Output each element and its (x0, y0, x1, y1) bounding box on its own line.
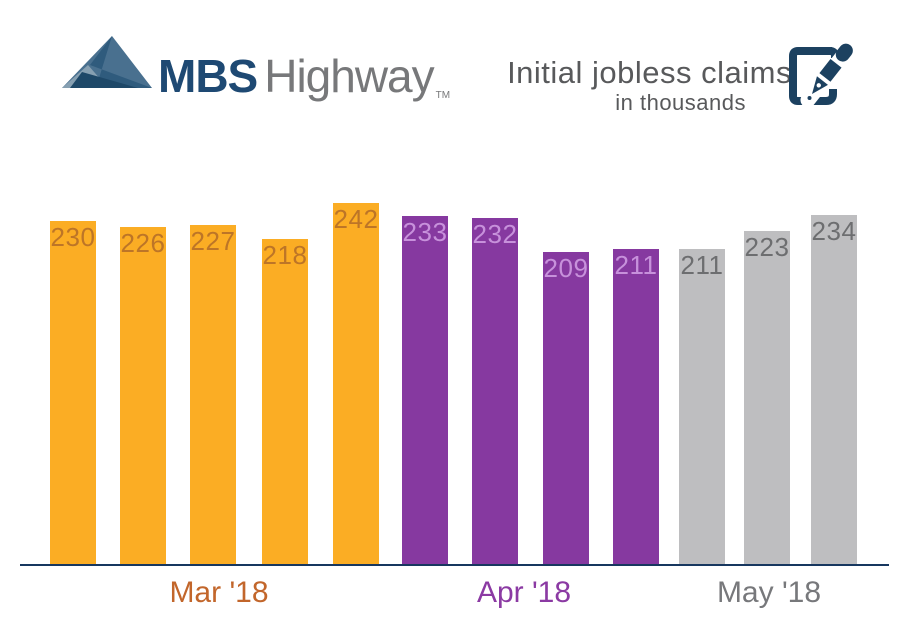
bar-may-223: 223 (744, 231, 790, 566)
bar-may-211: 211 (679, 249, 725, 566)
bar-value-label: 211 (614, 250, 658, 280)
bar-apr-209: 209 (543, 252, 589, 566)
bar-value-label: 211 (680, 250, 724, 280)
bar-value-label: 232 (472, 219, 518, 249)
bar-value-label: 233 (402, 217, 448, 247)
bar-mar-227: 227 (190, 225, 236, 566)
bar-apr-232: 232 (472, 218, 518, 566)
month-label-may: May '18 (716, 576, 822, 609)
bar-value-label: 226 (120, 228, 166, 258)
trademark-label: TM (435, 90, 451, 101)
bar-apr-233: 233 (402, 216, 448, 566)
month-label-mar: Mar '18 (169, 576, 269, 609)
bar-value-label: 223 (744, 232, 790, 262)
bar-value-label: 218 (262, 240, 308, 270)
bar-value-label: 234 (811, 216, 857, 246)
bar-mar-226: 226 (120, 227, 166, 566)
bar-mar-230: 230 (50, 221, 96, 566)
chart-title: Initial jobless claims (507, 55, 792, 90)
bar-value-label: 242 (333, 204, 379, 234)
mbs-highway-logo: MBS Highway TM (158, 50, 450, 116)
bar-may-234: 234 (811, 215, 857, 566)
pen-and-clipboard-icon (789, 34, 862, 108)
brand-name-light: Highway (264, 50, 434, 102)
chart-subtitle: in thousands (615, 90, 746, 115)
bar-value-label: 230 (50, 222, 96, 252)
bar-mar-242: 242 (333, 203, 379, 566)
bar-mar-218: 218 (262, 239, 308, 566)
mountain-logo-icon (62, 36, 152, 88)
month-label-apr: Apr '18 (476, 576, 572, 609)
bar-value-label: 209 (543, 253, 589, 283)
x-axis-line (20, 564, 889, 566)
bar-value-label: 227 (190, 226, 236, 256)
brand-name-bold: MBS (158, 50, 258, 102)
bar-apr-211: 211 (613, 249, 659, 566)
